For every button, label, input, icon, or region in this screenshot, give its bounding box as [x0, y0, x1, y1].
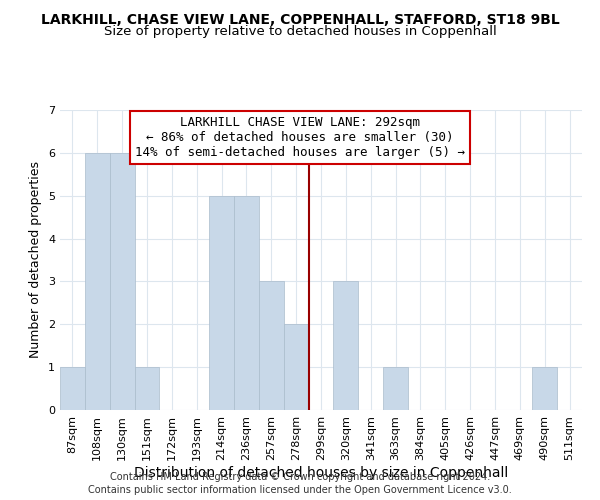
Text: LARKHILL, CHASE VIEW LANE, COPPENHALL, STAFFORD, ST18 9BL: LARKHILL, CHASE VIEW LANE, COPPENHALL, S… [41, 12, 559, 26]
Bar [110, 153, 134, 410]
Bar [134, 367, 160, 410]
Bar [85, 153, 110, 410]
Text: Contains public sector information licensed under the Open Government Licence v3: Contains public sector information licen… [88, 485, 512, 495]
Bar [532, 367, 557, 410]
X-axis label: Distribution of detached houses by size in Coppenhall: Distribution of detached houses by size … [134, 466, 508, 479]
Bar [259, 282, 284, 410]
Bar [334, 282, 358, 410]
Bar [60, 367, 85, 410]
Y-axis label: Number of detached properties: Number of detached properties [29, 162, 43, 358]
Text: Size of property relative to detached houses in Coppenhall: Size of property relative to detached ho… [104, 25, 496, 38]
Bar [209, 196, 234, 410]
Text: Contains HM Land Registry data © Crown copyright and database right 2024.: Contains HM Land Registry data © Crown c… [110, 472, 490, 482]
Text: LARKHILL CHASE VIEW LANE: 292sqm
← 86% of detached houses are smaller (30)
14% o: LARKHILL CHASE VIEW LANE: 292sqm ← 86% o… [135, 116, 465, 159]
Bar [284, 324, 308, 410]
Bar [234, 196, 259, 410]
Bar [383, 367, 408, 410]
